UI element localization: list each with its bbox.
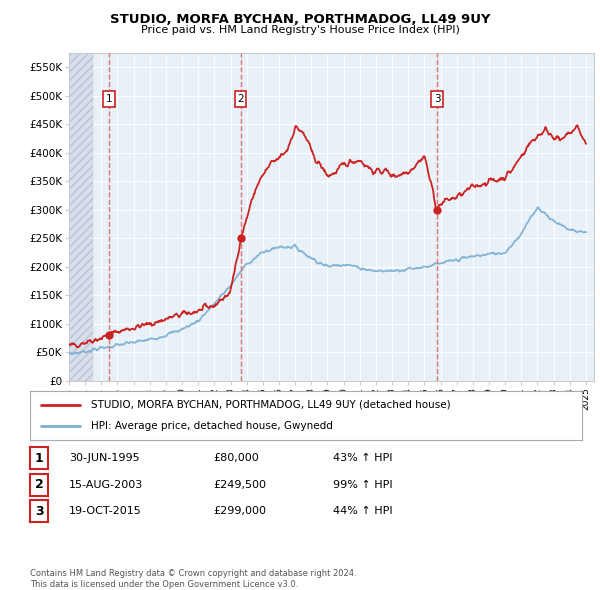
Text: Price paid vs. HM Land Registry's House Price Index (HPI): Price paid vs. HM Land Registry's House … <box>140 25 460 35</box>
Text: 1: 1 <box>35 451 43 465</box>
Text: £249,500: £249,500 <box>213 480 266 490</box>
Bar <box>69 53 93 381</box>
Text: 2: 2 <box>35 478 43 491</box>
Text: £80,000: £80,000 <box>213 453 259 463</box>
Text: Contains HM Land Registry data © Crown copyright and database right 2024.
This d: Contains HM Land Registry data © Crown c… <box>30 569 356 589</box>
Text: 44% ↑ HPI: 44% ↑ HPI <box>333 506 392 516</box>
Text: 19-OCT-2015: 19-OCT-2015 <box>69 506 142 516</box>
Text: HPI: Average price, detached house, Gwynedd: HPI: Average price, detached house, Gwyn… <box>91 421 332 431</box>
Text: £299,000: £299,000 <box>213 506 266 516</box>
Text: 30-JUN-1995: 30-JUN-1995 <box>69 453 140 463</box>
Text: 43% ↑ HPI: 43% ↑ HPI <box>333 453 392 463</box>
Text: 1: 1 <box>106 94 113 104</box>
Text: 15-AUG-2003: 15-AUG-2003 <box>69 480 143 490</box>
Text: 2: 2 <box>237 94 244 104</box>
Text: STUDIO, MORFA BYCHAN, PORTHMADOG, LL49 9UY: STUDIO, MORFA BYCHAN, PORTHMADOG, LL49 9… <box>110 13 490 26</box>
Text: STUDIO, MORFA BYCHAN, PORTHMADOG, LL49 9UY (detached house): STUDIO, MORFA BYCHAN, PORTHMADOG, LL49 9… <box>91 399 451 409</box>
Text: 3: 3 <box>35 504 43 518</box>
Text: 3: 3 <box>434 94 440 104</box>
Text: 99% ↑ HPI: 99% ↑ HPI <box>333 480 392 490</box>
